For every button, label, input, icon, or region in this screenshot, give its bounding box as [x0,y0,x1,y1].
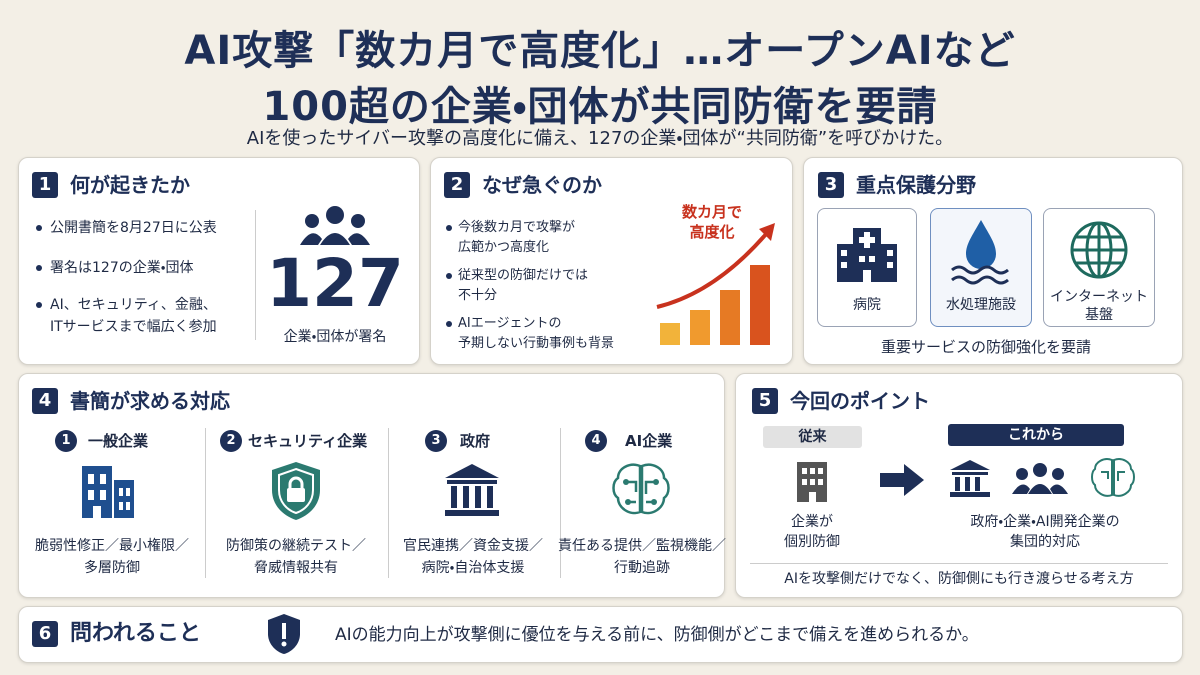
tile-label: 病院 [853,297,881,313]
item-number: 1 [55,430,77,452]
divider [205,428,206,578]
item-number: 4 [585,430,607,452]
bullet-text: 署名は127の企業・団体 [50,260,194,276]
after-label: これから [948,424,1124,446]
item-text: 脅威情報共有 [254,560,338,576]
stat-caption: 企業・団体が署名 [283,329,387,345]
section-number: 6 [32,621,58,647]
tile-label: 水処理施設 [946,297,1016,313]
title-line: AI攻撃「数カ月で高度化」…オープンAIなど [184,28,1016,74]
bullet [36,265,42,271]
section-heading: 重点保護分野 [856,173,976,197]
government-icon [445,464,499,516]
section-number: 1 [32,172,58,198]
growth-illustration [656,223,775,345]
item-name: AI企業 [625,432,673,450]
section-number: 3 [818,172,844,198]
divider [388,428,389,578]
item-text: 行動追跡 [614,560,670,576]
item-name: 一般企業 [88,432,149,450]
ai-brain-icon [1091,458,1135,497]
section-heading: 問われること [70,621,201,646]
before-label: 従来 [763,426,862,448]
section-number: 2 [444,172,470,198]
item-text: 病院・自治体支援 [421,560,525,576]
warning-shield-icon [268,614,300,654]
bullet-text: AIエージェントの [458,316,562,331]
globe-icon [1070,221,1128,279]
before-text: 企業が [791,514,833,530]
bullet-text: 今後数カ月で攻撃が [458,220,576,235]
item-number: 3 [425,430,447,452]
building-icon [82,466,134,518]
section-number: 5 [752,388,778,414]
note: AIを攻撃側だけでなく、防御側にも行き渡らせる考え方 [784,571,1134,587]
arrow [880,464,924,496]
government-icon [950,460,990,497]
ai-brain-icon [612,463,670,515]
bullet-text: 広範かつ高度化 [458,240,550,255]
item-name: 政府 [460,432,491,450]
after-text: 政府・企業・AI開発企業の [970,514,1120,530]
hospital-icon [837,228,897,282]
shield-icon [272,462,320,520]
water-icon [951,220,1009,285]
section-heading: 書簡が求める対応 [70,389,230,413]
stat: 127 [266,245,404,322]
bullet-text: 予期しない行動事例も背景 [458,336,615,351]
bullet [446,321,452,327]
after-text: 集団的対応 [1010,534,1080,550]
item-text: 多層防御 [84,560,140,576]
item-text: 脆弱性修正／最小権限／ [35,538,189,554]
bullet [446,225,452,231]
bullet-text: 公開書簡を8月27日に公表 [50,220,217,236]
bullet-text: 不十分 [458,288,498,303]
tile-label: インターネット [1050,289,1148,305]
bullet-text: ITサービスまで幅広く参加 [50,319,217,335]
subtitle: AIを使ったサイバー攻撃の高度化に備え、127の企業・団体が“共同防衛”を呼びか… [246,128,954,149]
divider [750,563,1168,564]
chart-label: 高度化 [689,223,735,241]
bullet [36,225,42,231]
office-icon [797,462,827,502]
tile-label: 基盤 [1085,307,1113,323]
item-text: 官民連携／資金支援／ [403,538,543,554]
section-number: 4 [32,388,58,414]
before-text: 個別防御 [784,534,840,550]
chart-label: 数カ月で [681,203,743,221]
item-name: セキュリティ企業 [248,432,368,450]
bullet [36,302,42,308]
section-heading: なぜ急ぐのか [482,173,602,197]
question-text: AIの能力向上が攻撃側に優位を与える前に、防御側がどこまで備えを進められるか。 [335,625,979,645]
panel [18,373,725,598]
item-text: 防御策の継続テスト／ [226,538,366,554]
bullet [446,273,452,279]
panel [18,157,420,365]
bullet-text: 従来型の防御だけでは [458,268,589,283]
people-icon [1012,463,1068,494]
panel [18,606,1183,663]
section-heading: 何が起きたか [70,173,190,197]
divider [255,210,256,340]
section-heading: 今回のポイント [790,389,930,413]
bullet-text: AI、セキュリティ、金融、 [50,297,217,313]
note: 重要サービスの防御強化を要請 [880,338,1092,356]
item-text: 責任ある提供／監視機能／ [558,538,726,554]
people-icon [300,206,370,245]
item-number: 2 [220,430,242,452]
divider [560,428,561,578]
title-line: 100超の企業・団体が共同防衛を要請 [262,84,938,130]
